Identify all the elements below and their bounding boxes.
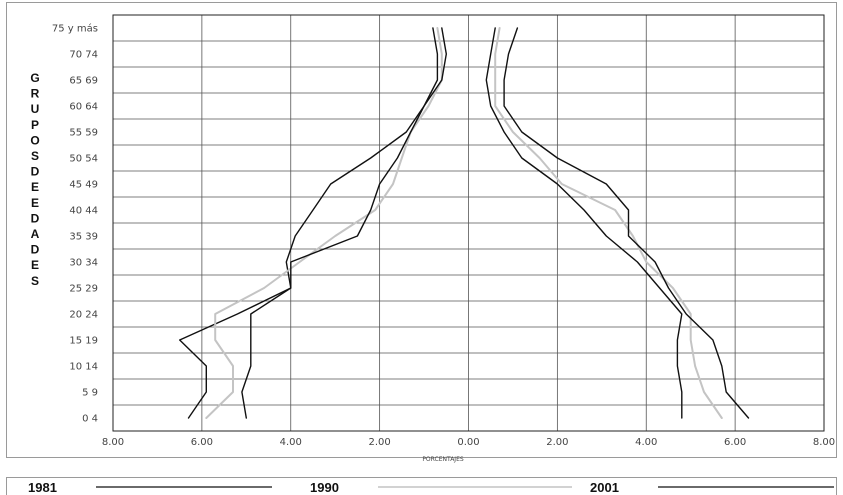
age-group-label: 15 19 (69, 336, 98, 347)
age-group-label: 5 9 (82, 388, 98, 399)
y-axis-title-letter: D (31, 243, 40, 257)
age-group-label: 45 49 (69, 180, 98, 191)
age-group-label: 50 54 (69, 154, 98, 165)
x-tick-label: 4.00 (280, 437, 302, 448)
y-axis-title-letter: U (31, 102, 40, 116)
y-axis-title-letter: S (31, 149, 39, 163)
y-axis-title-letter: G (30, 71, 39, 85)
legend-label-1990: 1990 (310, 480, 339, 495)
x-tick-labels: 8.00 6.00 4.00 2.00 0.00 2.00 4.00 6.00 8.00 (102, 437, 835, 448)
series-line-1981-right (485, 27, 683, 419)
series-layer (178, 27, 750, 419)
x-tick-label: 6.00 (191, 437, 213, 448)
series-line-2001-left (241, 27, 447, 419)
grid-layer (112, 14, 825, 432)
age-group-label: 55 59 (69, 128, 98, 139)
y-axis-title-letter: P (31, 118, 39, 132)
legend: 1981 1990 2001 (28, 480, 834, 495)
age-group-label: 0 4 (82, 414, 98, 425)
legend-label-2001: 2001 (590, 480, 619, 495)
age-group-labels: 0 4 5 9 10 14 15 19 20 24 25 29 30 34 35 39 40 4… (52, 23, 98, 425)
y-axis-title-letter: O (30, 133, 39, 147)
y-axis-title-letter: R (31, 87, 40, 101)
x-tick-label: 4.00 (635, 437, 657, 448)
legend-frame (6, 477, 837, 495)
y-axis-title-letter: E (31, 258, 39, 272)
age-group-label: 35 39 (69, 232, 98, 243)
age-group-label: 40 44 (69, 206, 98, 217)
age-group-label: 25 29 (69, 284, 98, 295)
x-tick-label: 8.00 (813, 437, 835, 448)
x-axis-title: PORCENTAJES (422, 456, 464, 463)
series-line-1990-right (494, 27, 723, 419)
age-group-label: 10 14 (69, 362, 98, 373)
y-axis-title-letter: D (31, 211, 40, 225)
age-group-label: 65 69 (69, 76, 98, 87)
x-tick-label: 6.00 (724, 437, 746, 448)
plot-border (112, 14, 825, 432)
series-line-1990-left (205, 27, 443, 419)
x-tick-label: 0.00 (457, 437, 479, 448)
series-line-1981-left (178, 27, 439, 419)
age-group-label: 70 74 (69, 50, 98, 61)
y-axis-title-letter: D (31, 165, 40, 179)
legend-label-1981: 1981 (28, 480, 57, 495)
x-tick-label: 8.00 (102, 437, 124, 448)
series-line-2001-right (503, 27, 750, 419)
age-group-label: 20 24 (69, 310, 98, 321)
y-axis-title-letter: E (31, 196, 39, 210)
chart-frame (6, 2, 837, 458)
age-group-label: 60 64 (69, 102, 98, 113)
y-axis-title-letter: E (31, 180, 39, 194)
age-group-label: 75 y más (52, 23, 98, 35)
y-axis-title-letter: A (31, 227, 40, 241)
age-group-label: 30 34 (69, 258, 98, 269)
y-axis-title-letter: S (31, 274, 39, 288)
x-tick-label: 2.00 (546, 437, 568, 448)
x-tick-label: 2.00 (368, 437, 390, 448)
